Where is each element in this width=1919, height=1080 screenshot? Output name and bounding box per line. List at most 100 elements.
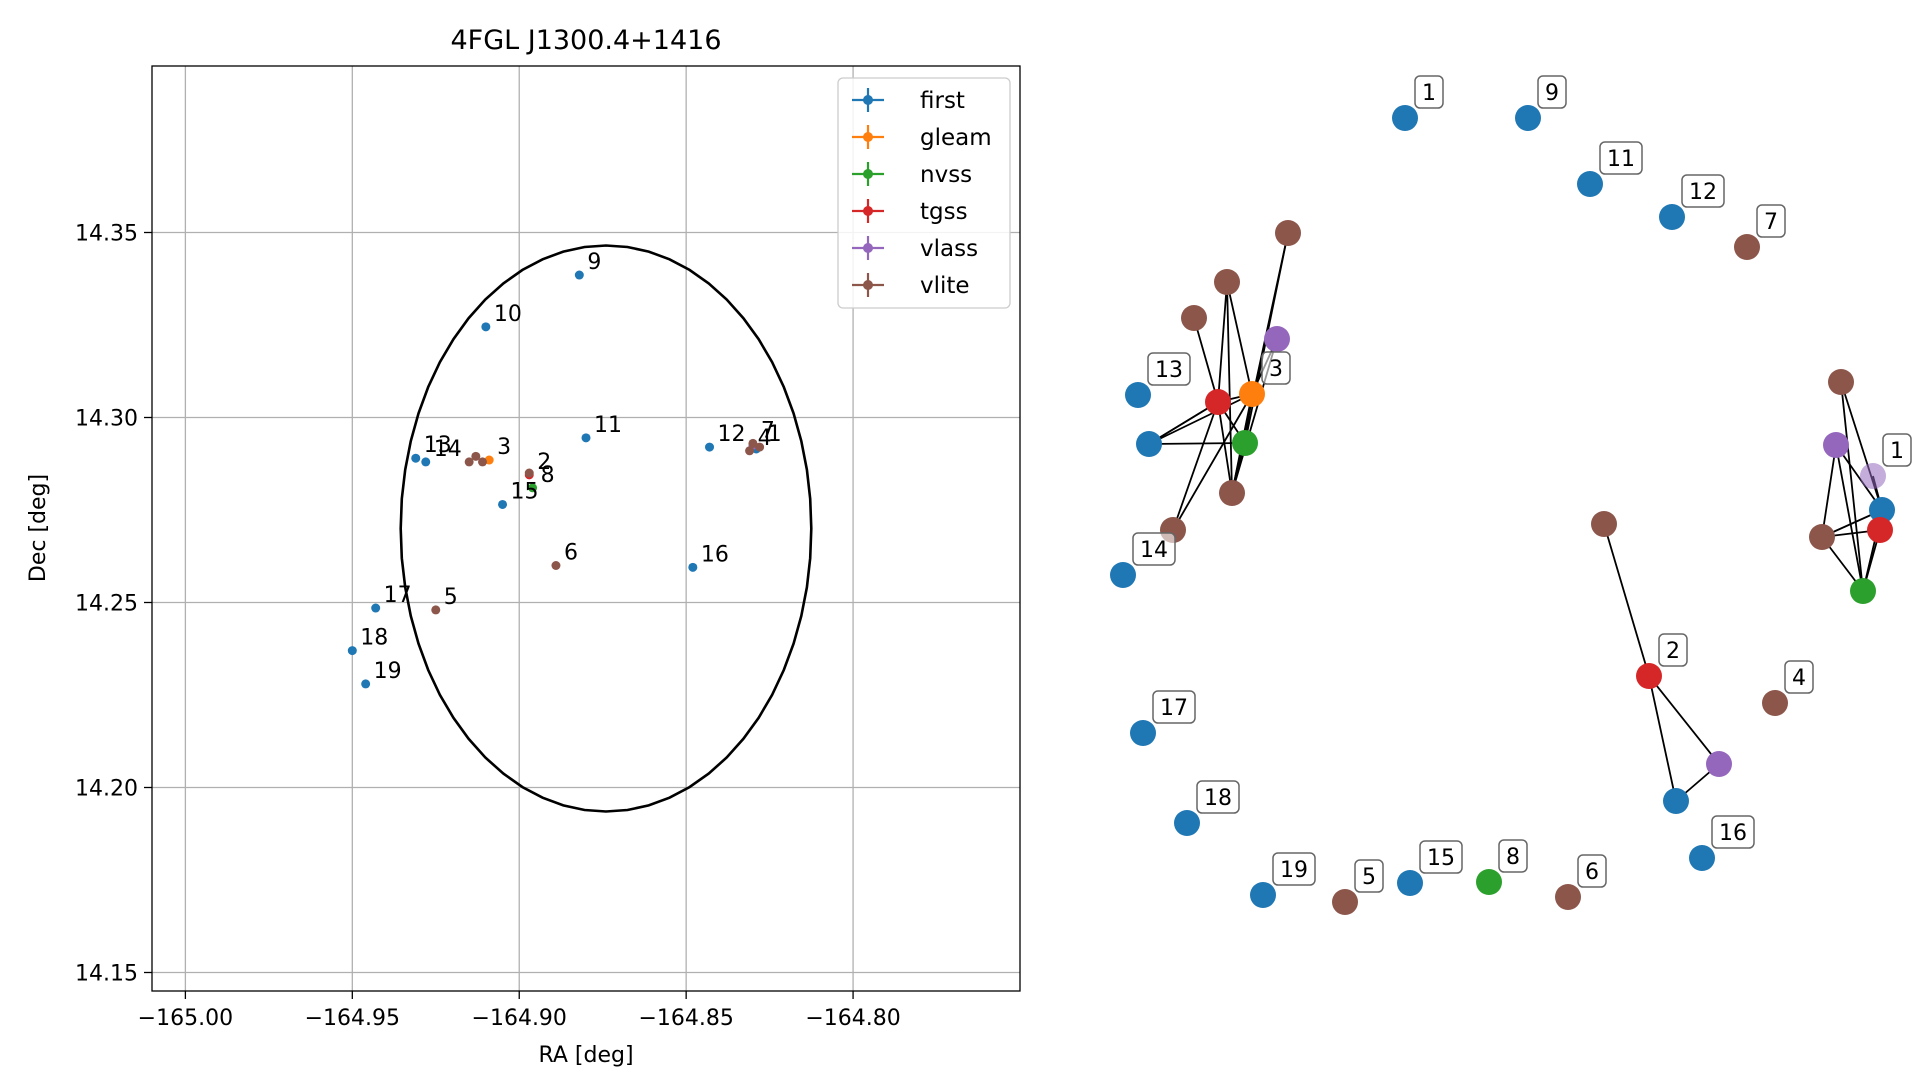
graph-node <box>1219 480 1245 506</box>
label-box <box>1711 815 1755 849</box>
graph-node <box>1130 720 1156 746</box>
label-box <box>1132 532 1176 566</box>
label-box <box>1577 854 1607 888</box>
x-tick-label: −164.90 <box>472 1006 567 1031</box>
data-point-vlite <box>464 457 474 467</box>
graph-node-label: 11 <box>1599 141 1643 175</box>
graph-node <box>1110 562 1136 588</box>
label-text: 4 <box>1792 666 1806 691</box>
y-tick-label: 14.25 <box>75 592 138 617</box>
graph-node <box>1706 751 1732 777</box>
graph-node-label: 19 <box>1272 852 1316 886</box>
data-point-first <box>581 433 591 443</box>
label-text: 14 <box>1140 538 1168 563</box>
data-point-vlite <box>431 605 441 615</box>
graph-node-label: 3 <box>1261 351 1291 385</box>
legend-marker <box>863 95 873 105</box>
legend-entry-vlass: vlass <box>920 236 978 262</box>
graph-node-label: 12 <box>1681 174 1725 208</box>
label-box <box>1681 174 1725 208</box>
point-label: 19 <box>374 659 402 684</box>
y-tick-label: 14.20 <box>75 777 138 802</box>
data-point-first <box>498 499 508 509</box>
label-box <box>1419 840 1463 874</box>
label-text: 1 <box>1890 439 1904 464</box>
data-point-first <box>705 442 715 452</box>
label-box <box>1261 351 1291 385</box>
label-text: 16 <box>1719 821 1747 846</box>
graph-node <box>1332 889 1358 915</box>
label-box <box>1147 352 1191 386</box>
label-text: 1 <box>1422 81 1436 106</box>
label-box <box>1152 690 1196 724</box>
graph-node <box>1515 105 1541 131</box>
graph-node-label: 5 <box>1354 859 1384 893</box>
legend: first gleam nvss tgss vlass vlite <box>837 77 1011 309</box>
graph-node <box>1809 524 1835 550</box>
label-text: 8 <box>1506 845 1520 870</box>
legend-marker <box>863 169 873 179</box>
label-text: 19 <box>1280 858 1308 883</box>
label-text: 11 <box>1607 147 1635 172</box>
graph-nodes <box>1110 105 1895 915</box>
graph-node <box>1250 882 1276 908</box>
graph-edge <box>1648 675 1720 765</box>
graph-node <box>1125 382 1151 408</box>
point-label: 5 <box>444 585 458 610</box>
data-point-vlite <box>755 442 765 452</box>
legend-marker <box>863 132 873 142</box>
data-point-first <box>481 322 491 332</box>
legend-marker <box>863 206 873 216</box>
y-tick-label: 14.15 <box>75 962 138 987</box>
legend-entry-vlite: vlite <box>920 273 970 299</box>
data-point-first <box>574 270 584 280</box>
graph-node-label: 1 <box>1414 75 1444 109</box>
graph-node <box>1636 663 1662 689</box>
graph-edge <box>1821 444 1837 538</box>
legend-entry-first: first <box>920 88 965 114</box>
chart-title: 4FGL J1300.4+1416 <box>450 25 721 56</box>
graph-node <box>1869 497 1895 523</box>
graph-node-label: 18 <box>1196 780 1240 814</box>
axis-ticks: −165.00 −164.95 −164.90 −164.85 −164.80 14.15… <box>75 222 901 1032</box>
label-box <box>1784 660 1814 694</box>
data-point-first <box>371 603 381 613</box>
y-tick-label: 14.30 <box>75 407 138 432</box>
point-label: 13 <box>424 433 452 458</box>
point-label: 11 <box>594 413 622 438</box>
graph-node <box>1867 517 1893 543</box>
graph-edge <box>1226 281 1253 395</box>
graph-node <box>1828 369 1854 395</box>
point-label: 4 <box>758 426 772 451</box>
graph-edge <box>1648 675 1677 802</box>
x-tick-label: −164.80 <box>805 1006 900 1031</box>
label-text: 15 <box>1427 846 1455 871</box>
x-tick-label: −164.95 <box>305 1006 400 1031</box>
graph-node <box>1591 511 1617 537</box>
graph-edges <box>1148 232 1883 802</box>
data-point-vlite <box>524 468 534 478</box>
data-point-first <box>411 453 421 463</box>
graph-node-label: 1 <box>1882 433 1912 467</box>
graph-node-label: 6 <box>1577 854 1607 888</box>
label-text: 17 <box>1160 696 1188 721</box>
graph-node <box>1734 234 1760 260</box>
graph-node-label: 8 <box>1498 839 1528 873</box>
graph-node <box>1239 381 1265 407</box>
graph-node <box>1264 326 1290 352</box>
legend-box <box>837 77 1011 309</box>
graph-edge <box>1217 281 1228 403</box>
point-label: 7 <box>761 418 775 443</box>
graph-node <box>1850 578 1876 604</box>
label-box <box>1599 141 1643 175</box>
graph-node <box>1860 463 1886 489</box>
x-tick-label: −165.00 <box>138 1006 233 1031</box>
data-point-vlite <box>745 446 755 456</box>
graph-node-label: 4 <box>1784 660 1814 694</box>
legend-entry-gleam: gleam <box>920 125 992 151</box>
legend-marker <box>863 243 873 253</box>
graph-node <box>1663 788 1689 814</box>
graph-edge <box>1603 523 1650 677</box>
graph-edge <box>1217 401 1233 494</box>
